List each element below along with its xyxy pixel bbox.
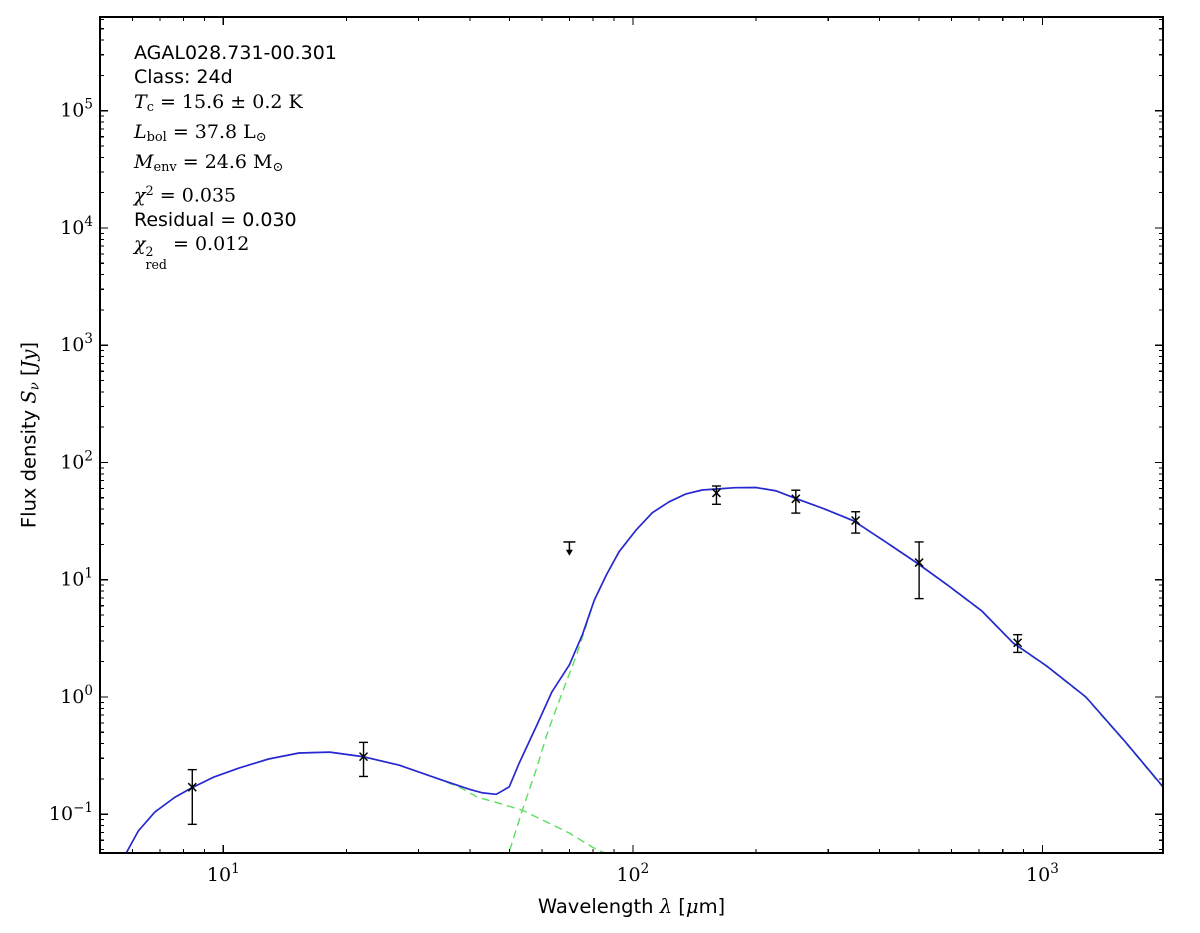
y-tick-label: 103 xyxy=(60,331,93,356)
data-point xyxy=(187,768,197,826)
y-tick-label: 101 xyxy=(60,566,93,591)
x-marker xyxy=(358,752,369,762)
x-marker xyxy=(187,782,197,792)
annotation-source-name: AGAL028.731-00.301 xyxy=(134,42,337,64)
data-point xyxy=(914,541,924,600)
x-marker xyxy=(851,515,861,526)
x-tick-label: 103 xyxy=(1026,861,1059,886)
y-axis-label: Flux density Sν [Jy] xyxy=(17,341,43,529)
x-axis-label: Wavelength λ [μm] xyxy=(537,895,726,918)
annotation-block: AGAL028.731-00.301 Class: 24d Tc = 15.6 ± … xyxy=(134,41,337,272)
data-point xyxy=(1013,633,1023,654)
y-tick-label: 10−1 xyxy=(49,800,93,825)
data-point xyxy=(358,741,369,778)
x-tick-label: 102 xyxy=(616,861,649,886)
series-total-fit xyxy=(125,486,1163,853)
y-tick-label: 105 xyxy=(60,97,93,122)
y-tick-label: 102 xyxy=(60,448,93,473)
x-marker xyxy=(711,488,721,498)
y-tick-label: 104 xyxy=(60,214,93,239)
x-marker xyxy=(914,558,924,568)
x-marker xyxy=(1013,638,1023,648)
annotation-class: Class: 24d xyxy=(134,66,233,89)
data-point xyxy=(851,511,861,534)
y-tick-label: 100 xyxy=(60,683,93,708)
data-point xyxy=(791,489,801,514)
x-marker xyxy=(791,494,801,504)
series-cold-component xyxy=(508,486,1163,853)
x-tick-label: 101 xyxy=(207,861,240,886)
annotation-temperature: Tc = 15.6 ± 0.2 K xyxy=(134,90,303,115)
annotation-chi-squared: χ2 = 0.035 xyxy=(134,183,237,207)
annotation-residual: Residual = 0.030 xyxy=(134,208,297,231)
plot-frame xyxy=(99,16,1164,854)
sup-sub-stack: 2 red xyxy=(145,244,167,273)
upper-limit-marker xyxy=(563,541,576,556)
annotation-chi-squared-reduced: χ 2 red = 0.012 xyxy=(134,233,250,273)
annotation-luminosity: Lbol = 37.8 L⊙ xyxy=(134,120,267,145)
annotation-envelope-mass: Menv = 24.6 M⊙ xyxy=(134,150,284,175)
data-point xyxy=(711,485,721,505)
